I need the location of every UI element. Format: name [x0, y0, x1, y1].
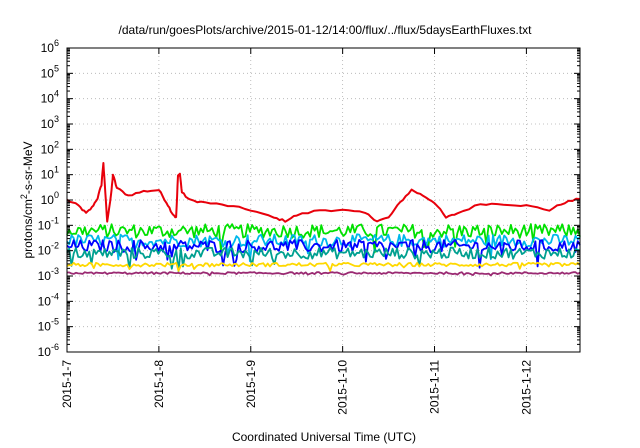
y-axis: 10-6 10-5 10-4 10-3 10-2 10-1 100 101 102 103 104 1… — [38, 38, 580, 359]
y-tick-label: 10-4 — [38, 291, 59, 308]
x-tick-label: 2015-1-11 — [428, 360, 442, 414]
series-layer — [66, 162, 581, 277]
series-line-7 — [66, 271, 581, 277]
y-tick-label: 106 — [41, 38, 59, 55]
series-line-4 — [66, 239, 581, 269]
series-line-2 — [66, 223, 581, 254]
grid — [66, 48, 580, 352]
y-tick-label: 10-1 — [38, 215, 59, 232]
y-tick-label: 104 — [41, 89, 59, 106]
y-tick-label: 102 — [41, 139, 59, 156]
x-tick-label: 2015-1-8 — [152, 360, 166, 408]
y-tick-label: 103 — [41, 114, 59, 131]
series-line-6 — [66, 261, 581, 272]
y-tick-label: 101 — [41, 165, 59, 182]
x-axis: 2015-1-7 2015-1-8 2015-1-9 2015-1-10 2015-1-… — [60, 48, 533, 415]
x-tick-label: 2015-1-12 — [519, 360, 533, 415]
x-tick-label: 2015-1-10 — [336, 360, 350, 415]
chart-title: /data/run/goesPlots/archive/2015-01-12/1… — [119, 23, 533, 37]
y-tick-label: 10-3 — [38, 266, 59, 283]
x-axis-label: Coordinated Universal Time (UTC) — [232, 430, 416, 444]
y-tick-label: 105 — [41, 63, 59, 80]
y-tick-label: 10-5 — [38, 317, 59, 334]
y-tick-label: 100 — [41, 190, 59, 207]
series-line-1 — [66, 162, 581, 223]
x-tick-label: 2015-1-7 — [60, 360, 74, 408]
series-line-3 — [66, 233, 581, 263]
x-tick-label: 2015-1-9 — [244, 360, 258, 408]
series-line-5 — [66, 246, 581, 273]
y-tick-label: 10-6 — [38, 342, 59, 359]
y-axis-label: protons/cm2-s-sr-MeV — [19, 141, 35, 258]
y-tick-label: 10-2 — [38, 241, 59, 258]
